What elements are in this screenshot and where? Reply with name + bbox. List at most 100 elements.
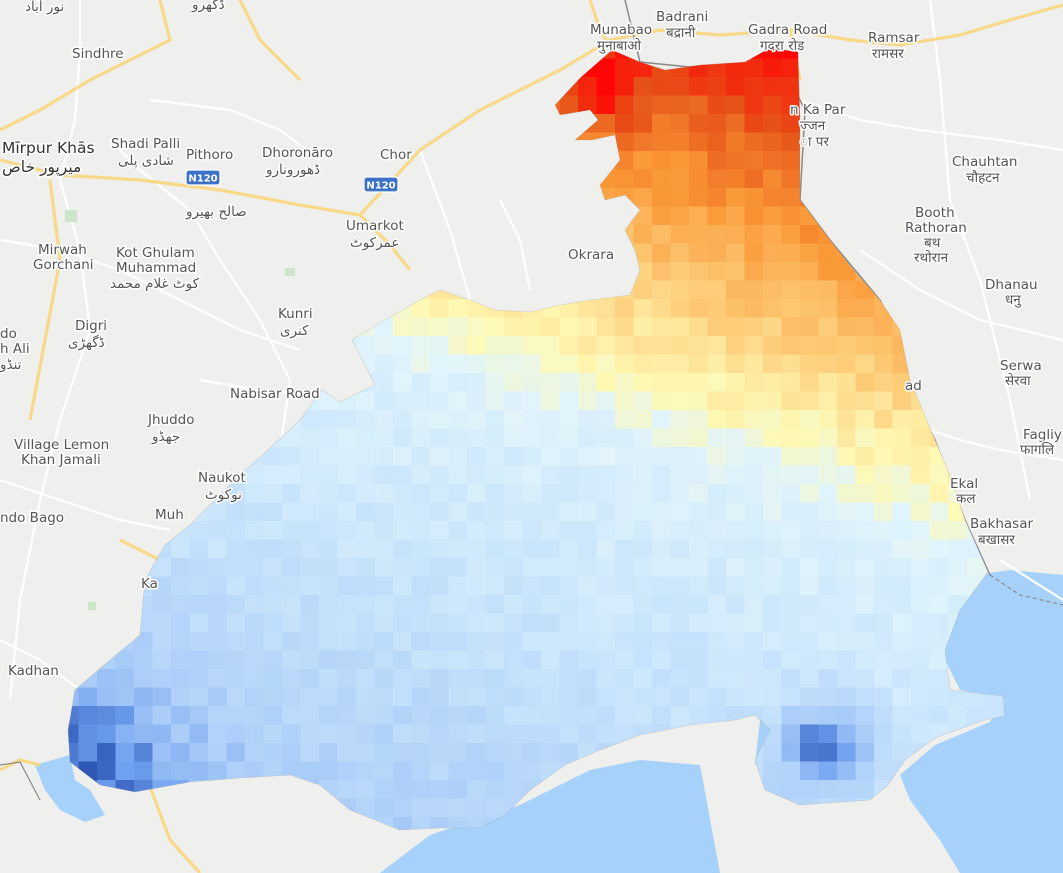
heatmap-cell: [541, 743, 561, 763]
heatmap-cell: [818, 484, 838, 504]
heatmap-cell: [485, 502, 505, 522]
heatmap-cell: [800, 243, 820, 263]
heatmap-cell: [633, 706, 653, 726]
heatmap-cell: [763, 206, 783, 226]
heatmap-cell: [744, 558, 764, 578]
heatmap-cell: [300, 410, 320, 430]
heatmap-cell: [855, 336, 875, 356]
heatmap-cell: [300, 743, 320, 763]
heatmap-cell: [226, 632, 246, 652]
heatmap-cell: [652, 354, 672, 374]
heatmap-cell: [578, 391, 598, 411]
heatmap-cell: [689, 521, 709, 541]
heatmap-cell: [559, 521, 579, 541]
heatmap-cell: [707, 225, 727, 245]
heatmap-cell: [448, 743, 468, 763]
heatmap-cell: [504, 465, 524, 485]
heatmap-cell: [411, 761, 431, 781]
heatmap-cell: [689, 317, 709, 337]
heatmap-cell: [763, 391, 783, 411]
heatmap-cell: [726, 373, 746, 393]
heatmap-cell: [874, 595, 894, 615]
heatmap-cell: [263, 613, 283, 633]
heatmap-cell: [578, 724, 598, 744]
heatmap-cell: [152, 761, 172, 781]
heatmap-cell: [596, 317, 616, 337]
heatmap-cell: [911, 576, 931, 596]
heatmap-cell: [874, 687, 894, 707]
heatmap-cell: [393, 410, 413, 430]
heatmap-cell: [929, 484, 949, 504]
heatmap-cell: [578, 410, 598, 430]
heatmap-cell: [744, 77, 764, 97]
shield-label: N120: [188, 174, 217, 185]
heatmap-cell: [374, 558, 394, 578]
region-outline: [67, 47, 1006, 831]
heatmap-cell: [874, 650, 894, 670]
heatmap-cell: [726, 558, 746, 578]
heatmap-cell: [744, 132, 764, 152]
heatmap-cell: [115, 761, 135, 781]
heatmap-cell: [689, 262, 709, 282]
heatmap-cell: [689, 336, 709, 356]
heatmap-cell: [430, 798, 450, 818]
heatmap-cell: [707, 521, 727, 541]
heatmap-cell: [485, 447, 505, 467]
green-patch: [88, 602, 96, 610]
heatmap-cell: [744, 391, 764, 411]
heatmap-cell: [707, 558, 727, 578]
heatmap-cell: [874, 336, 894, 356]
heatmap-cell: [411, 410, 431, 430]
heatmap-cell: [522, 743, 542, 763]
heatmap-cell: [652, 669, 672, 689]
heatmap-cell: [263, 724, 283, 744]
heatmap-cell: [726, 280, 746, 300]
heatmap-cell: [855, 354, 875, 374]
heatmap-cell: [763, 262, 783, 282]
heatmap-cell: [263, 558, 283, 578]
heatmap-cell: [670, 243, 690, 263]
place-label-nabisar-road: Nabisar Road: [230, 386, 320, 402]
heatmap-cell: [448, 484, 468, 504]
heatmap-cell: [763, 669, 783, 689]
heatmap-cell: [337, 650, 357, 670]
heatmap-cell: [504, 447, 524, 467]
heatmap-cell: [837, 595, 857, 615]
heatmap-cell: [374, 761, 394, 781]
heatmap-cell: [337, 502, 357, 522]
heatmap-cell: [559, 576, 579, 596]
heatmap-cell: [189, 539, 209, 559]
heatmap-cell: [411, 521, 431, 541]
heatmap-cell: [226, 613, 246, 633]
heatmap-cell: [670, 132, 690, 152]
heatmap-cell: [670, 206, 690, 226]
heatmap-cell: [467, 817, 487, 830]
heatmap-cell: [874, 724, 894, 744]
heatmap-cell: [615, 410, 635, 430]
heatmap-cell: [282, 521, 302, 541]
heatmap-cell: [374, 724, 394, 744]
heatmap-cell: [744, 243, 764, 263]
heatmap-cell: [208, 632, 228, 652]
heatmap-cell: [929, 558, 949, 578]
heatmap-cell: [374, 539, 394, 559]
heatmap-cell: [670, 687, 690, 707]
heatmap-cell: [781, 576, 801, 596]
heatmap-cell: [541, 373, 561, 393]
heatmap-cell: [559, 317, 579, 337]
heatmap-cell: [245, 687, 265, 707]
heatmap-cell: [559, 558, 579, 578]
heatmap-cell: [726, 650, 746, 670]
heatmap-cell: [263, 687, 283, 707]
heatmap-cell: [134, 632, 154, 652]
heatmap-cell: [393, 761, 413, 781]
heatmap-cell: [800, 447, 820, 467]
heatmap-cell: [763, 169, 783, 189]
heatmap-cell: [652, 317, 672, 337]
heatmap-cell: [652, 687, 672, 707]
heatmap-cell: [633, 169, 653, 189]
heatmap-cell: [522, 558, 542, 578]
heatmap-cell: [707, 539, 727, 559]
heatmap-cell: [504, 632, 524, 652]
